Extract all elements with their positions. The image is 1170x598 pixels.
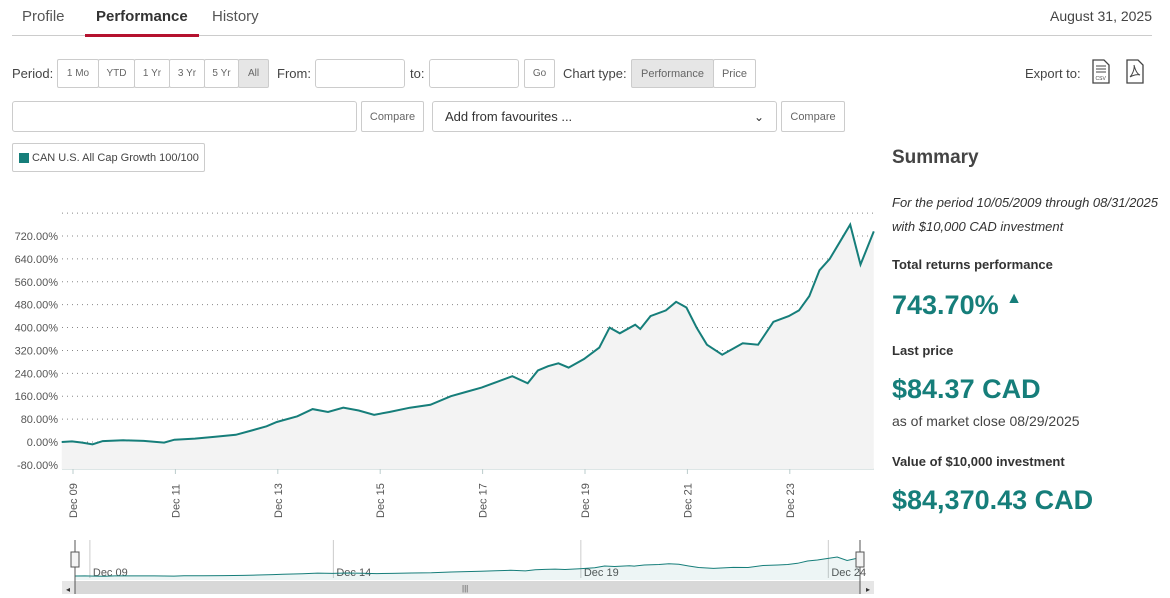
x-tick-label: Dec 23: [785, 483, 797, 518]
y-tick-label: 480.00%: [15, 300, 59, 312]
pdf-export-icon[interactable]: [1124, 59, 1146, 85]
from-date-input[interactable]: [315, 59, 405, 88]
svg-text:CSV: CSV: [1096, 76, 1107, 82]
up-arrow-icon: ▲: [1006, 290, 1022, 307]
y-tick-label: 400.00%: [15, 323, 59, 335]
performance-chart: 720.00% 640.00% 560.00% 480.00% 400.00% 320.0…: [15, 212, 875, 594]
navigator-handle[interactable]: [855, 551, 865, 568]
y-tick-label: 0.00%: [27, 437, 58, 449]
current-date: August 31, 2025: [1050, 8, 1152, 24]
chevron-down-icon: ⌄: [753, 109, 764, 124]
tab-performance[interactable]: Performance: [85, 8, 199, 37]
compare-button[interactable]: Compare: [361, 101, 424, 132]
to-date-input[interactable]: [429, 59, 519, 88]
tab-bar: Profile Performance History: [12, 0, 1152, 37]
x-tick-label: Dec 15: [375, 483, 387, 518]
period-ytd-button[interactable]: YTD: [98, 59, 135, 88]
compare-search-input[interactable]: [12, 101, 357, 132]
x-tick-label: Dec 21: [682, 483, 694, 518]
x-tick-label: Dec 11: [170, 484, 182, 518]
period-5yr-button[interactable]: 5 Yr: [204, 59, 239, 88]
period-3yr-button[interactable]: 3 Yr: [169, 59, 205, 88]
investment-value-label: Value of $10,000 investment: [892, 454, 1065, 469]
period-label: Period:: [12, 66, 54, 81]
total-returns-label: Total returns performance: [892, 257, 1053, 272]
navigator-line: [74, 556, 861, 577]
last-price-value: $84.37 CAD: [892, 374, 1041, 404]
area-fill: [61, 224, 874, 469]
export-label: Export to:: [1025, 66, 1081, 81]
chart-type-label: Chart type:: [563, 66, 627, 81]
favourites-select[interactable]: Add from favourites ... ⌄: [432, 101, 777, 132]
favourites-placeholder: Add from favourites ...: [445, 109, 573, 124]
scroll-left-icon: ◂: [66, 585, 70, 594]
period-1yr-button[interactable]: 1 Yr: [134, 59, 170, 88]
legend-swatch: [19, 152, 29, 163]
last-price-as-of: as of market close 08/29/2025: [892, 413, 1080, 429]
tab-history[interactable]: History: [212, 8, 259, 25]
chart-type-performance-button[interactable]: Performance: [631, 59, 714, 88]
y-tick-label: -80.00%: [17, 460, 58, 472]
x-tick-label: Dec 19: [580, 483, 592, 518]
summary-period: For the period 10/05/2009 through 08/31/…: [892, 195, 1158, 210]
x-tick-label: Dec 17: [478, 483, 490, 518]
navigator: [62, 540, 874, 580]
scrollbar-thumb[interactable]: [75, 581, 860, 594]
y-tick-label: 320.00%: [15, 345, 59, 357]
y-tick-label: 560.00%: [15, 277, 59, 289]
csv-export-icon[interactable]: CSV: [1090, 59, 1112, 85]
total-returns-number: 743.70%: [892, 290, 999, 320]
from-label: From:: [277, 66, 311, 81]
period-all-button[interactable]: All: [238, 59, 269, 88]
y-tick-label: 240.00%: [15, 368, 59, 380]
summary-title: Summary: [892, 147, 979, 168]
tab-profile[interactable]: Profile: [22, 8, 65, 25]
scrollbar-grip-icon: |||: [462, 584, 468, 593]
chart-type-price-button[interactable]: Price: [713, 59, 756, 88]
to-label: to:: [410, 66, 425, 81]
y-tick-label: 80.00%: [21, 414, 59, 426]
y-tick-label: 640.00%: [15, 254, 59, 266]
navigator-tick-label: Dec 19: [584, 567, 619, 579]
total-returns-value: 743.70% ▲: [892, 290, 1022, 321]
navigator-tick-label: Dec 24: [831, 567, 866, 579]
scroll-right-icon: ▸: [866, 585, 870, 594]
period-1mo-button[interactable]: 1 Mo: [57, 59, 99, 88]
x-tick-label: Dec 13: [273, 483, 285, 518]
legend-series-label: CAN U.S. All Cap Growth 100/100: [32, 151, 199, 164]
x-tick-label: Dec 09: [68, 483, 80, 518]
navigator-area: [75, 557, 860, 580]
y-tick-label: 720.00%: [15, 231, 59, 243]
go-button[interactable]: Go: [524, 59, 555, 88]
series-line: [61, 222, 875, 446]
navigator-handle[interactable]: [70, 551, 80, 568]
legend-series-chip[interactable]: CAN U.S. All Cap Growth 100/100: [12, 143, 205, 172]
y-tick-label: 160.00%: [15, 391, 59, 403]
investment-value: $84,370.43 CAD: [892, 485, 1094, 515]
last-price-label: Last price: [892, 343, 954, 358]
summary-investment: with $10,000 CAD investment: [892, 219, 1064, 234]
compare-favourites-button[interactable]: Compare: [781, 101, 845, 132]
